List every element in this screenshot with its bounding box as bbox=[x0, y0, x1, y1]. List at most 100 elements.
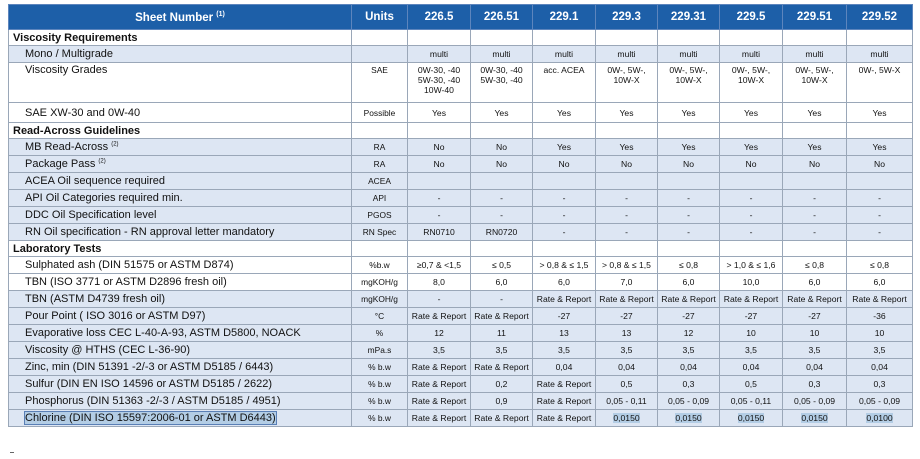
table-row: RN Oil specification - RN approval lette… bbox=[8, 223, 913, 241]
row-name: TBN (ISO 3771 or ASTM D2896 fresh oil) bbox=[8, 273, 352, 291]
cell: No bbox=[719, 155, 783, 173]
cell: 0W-, 5W-, 10W-X bbox=[782, 62, 847, 103]
cell: 0W-, 5W-, 10W-X bbox=[595, 62, 658, 103]
cell: Yes bbox=[657, 102, 720, 123]
cell: - bbox=[719, 223, 783, 241]
row-unit: RA bbox=[351, 138, 408, 156]
row-unit: API bbox=[351, 189, 408, 207]
cell: 0W-, 5W-X bbox=[846, 62, 913, 103]
cell: ≥0,7 & <1,5 bbox=[407, 256, 471, 274]
row-name: API Oil Categories required min. bbox=[8, 189, 352, 207]
spec-header-226-51: 226.51 bbox=[470, 4, 533, 30]
cell: Rate & Report bbox=[532, 392, 596, 410]
cell: Yes bbox=[470, 102, 533, 123]
cell bbox=[532, 172, 596, 190]
cell: Rate & Report bbox=[657, 290, 720, 308]
table-row: Evaporative loss CEC L-40-A-93, ASTM D58… bbox=[8, 324, 913, 342]
cell: - bbox=[532, 189, 596, 207]
cell bbox=[782, 172, 847, 190]
row-unit: mPa.s bbox=[351, 341, 408, 359]
row-unit: mgKOH/g bbox=[351, 290, 408, 308]
cell: No bbox=[407, 155, 471, 173]
cell: RN0720 bbox=[470, 223, 533, 241]
cell: 13 bbox=[532, 324, 596, 342]
cell: 0,04 bbox=[782, 358, 847, 376]
spec-header-229-31: 229.31 bbox=[657, 4, 720, 30]
cell: > 1,0 & ≤ 1,6 bbox=[719, 256, 783, 274]
cell bbox=[846, 172, 913, 190]
cell: 0,9 bbox=[470, 392, 533, 410]
cell: -27 bbox=[719, 307, 783, 325]
row-unit: °C bbox=[351, 307, 408, 325]
cell bbox=[719, 172, 783, 190]
cell: -27 bbox=[657, 307, 720, 325]
cell: 0,04 bbox=[657, 358, 720, 376]
footnote-ref: (2) bbox=[98, 158, 106, 165]
cell: 0,0100 bbox=[846, 409, 913, 427]
section-title: Read-Across Guidelines bbox=[8, 122, 352, 139]
cell: Rate & Report bbox=[470, 307, 533, 325]
cell: Rate & Report bbox=[407, 409, 471, 427]
table-row: TBN (ASTM D4739 fresh oil) mgKOH/g - - R… bbox=[8, 290, 913, 308]
cell: No bbox=[532, 155, 596, 173]
cell: 6,0 bbox=[846, 273, 913, 291]
cell: 8,0 bbox=[407, 273, 471, 291]
table-row: MB Read-Across (2) RA No No Yes Yes Yes … bbox=[8, 138, 913, 156]
cell: 0,0150 bbox=[595, 409, 658, 427]
row-unit: % b.w bbox=[351, 392, 408, 410]
cell: - bbox=[782, 189, 847, 207]
spec-header-229-1: 229.1 bbox=[532, 4, 596, 30]
section-title: Laboratory Tests bbox=[8, 240, 352, 257]
cell: 12 bbox=[407, 324, 471, 342]
cell bbox=[407, 172, 471, 190]
spec-header-229-51: 229.51 bbox=[782, 4, 847, 30]
cell: 0W-30, -40 5W-30, -40 bbox=[470, 62, 533, 103]
footnote-ref: (1) bbox=[216, 10, 225, 18]
cell: 0,04 bbox=[846, 358, 913, 376]
cell: - bbox=[595, 206, 658, 224]
cell: Yes bbox=[407, 102, 471, 123]
cell: - bbox=[532, 223, 596, 241]
table-row-selected[interactable]: Chlorine (DIN ISO 15597:2006-01 or ASTM … bbox=[8, 409, 913, 427]
cell: - bbox=[782, 206, 847, 224]
row-unit: % b.w bbox=[351, 358, 408, 376]
row-name: MB Read-Across (2) bbox=[8, 138, 352, 156]
cell: - bbox=[407, 206, 471, 224]
cell: No bbox=[657, 155, 720, 173]
cell: Yes bbox=[846, 102, 913, 123]
row-name: Evaporative loss CEC L-40-A-93, ASTM D58… bbox=[8, 324, 352, 342]
cell: 0,0150 bbox=[657, 409, 720, 427]
row-name: Sulphated ash (DIN 51575 or ASTM D874) bbox=[8, 256, 352, 274]
cell: - bbox=[407, 290, 471, 308]
cell: Yes bbox=[532, 102, 596, 123]
cell: 0,3 bbox=[846, 375, 913, 393]
cell: Rate & Report bbox=[532, 290, 596, 308]
cell: RN0710 bbox=[407, 223, 471, 241]
row-name: Zinc, min (DIN 51391 -2/-3 or ASTM D5185… bbox=[8, 358, 352, 376]
cell: 0,3 bbox=[657, 375, 720, 393]
row-name: Chlorine (DIN ISO 15597:2006-01 or ASTM … bbox=[8, 409, 352, 427]
cell: 6,0 bbox=[782, 273, 847, 291]
cell: 0W-, 5W-, 10W-X bbox=[657, 62, 720, 103]
row-unit: mgKOH/g bbox=[351, 273, 408, 291]
cell: No bbox=[846, 155, 913, 173]
cell: -27 bbox=[532, 307, 596, 325]
cell: 0,04 bbox=[532, 358, 596, 376]
table-row: Viscosity Grades SAE 0W-30, -40 5W-30, -… bbox=[8, 62, 913, 103]
cell: 0,0150 bbox=[719, 409, 783, 427]
cell: multi bbox=[595, 45, 658, 63]
table-row: API Oil Categories required min. API - -… bbox=[8, 189, 913, 207]
cell: 3,5 bbox=[407, 341, 471, 359]
cell: Rate & Report bbox=[595, 290, 658, 308]
table-row: Viscosity @ HTHS (CEC L-36-90) mPa.s 3,5… bbox=[8, 341, 913, 359]
row-unit: %b.w bbox=[351, 256, 408, 274]
spec-table-container: Sheet Number (1) Units 226.5 226.51 229.… bbox=[8, 4, 913, 427]
row-name: Phosphorus (DIN 51363 -2/-3 / ASTM D5185… bbox=[8, 392, 352, 410]
cell: 13 bbox=[595, 324, 658, 342]
cell: -36 bbox=[846, 307, 913, 325]
cell bbox=[470, 172, 533, 190]
cell: 0,05 - 0,09 bbox=[846, 392, 913, 410]
cell: - bbox=[719, 206, 783, 224]
table-row: Package Pass (2) RA No No No No No No No… bbox=[8, 155, 913, 173]
cell: - bbox=[846, 189, 913, 207]
